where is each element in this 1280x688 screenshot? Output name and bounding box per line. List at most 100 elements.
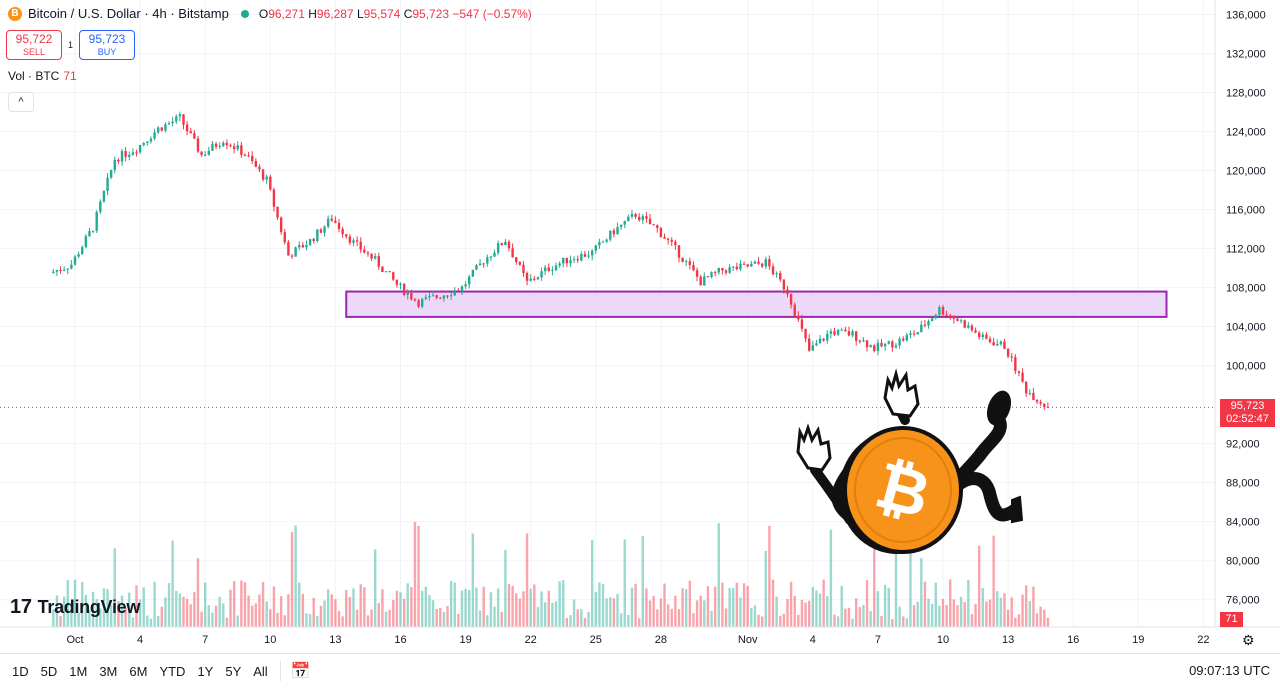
symbol-title[interactable]: Bitcoin / U.S. Dollar · 4h · Bitstamp xyxy=(28,6,229,21)
volume-bar xyxy=(88,610,91,627)
volume-bar xyxy=(688,580,692,627)
candle-body xyxy=(330,218,333,221)
candle-body xyxy=(345,234,348,237)
candle-body xyxy=(439,297,442,299)
volume-bar xyxy=(377,603,380,627)
volume-legend[interactable]: Vol · BTC 71 xyxy=(8,69,77,83)
candle-body xyxy=(185,124,189,132)
volume-bar xyxy=(334,599,337,627)
volume-bar xyxy=(1003,593,1006,627)
candle-body xyxy=(771,266,775,275)
candle-body xyxy=(757,261,760,264)
tradingview-logo[interactable]: 17 TradingView xyxy=(10,596,140,619)
candle-body xyxy=(279,217,283,233)
candle-body xyxy=(421,298,424,307)
utc-clock[interactable]: 09:07:13 UTC xyxy=(1189,663,1270,678)
candle-body xyxy=(648,218,652,225)
candle-body xyxy=(670,239,673,242)
candle-body xyxy=(507,241,511,249)
candle-body xyxy=(840,329,843,331)
candle-body xyxy=(402,283,406,295)
volume-bar xyxy=(710,610,713,627)
volume-bar xyxy=(768,525,771,627)
price-tick-label: 100,000 xyxy=(1226,361,1266,373)
volume-bar xyxy=(442,611,446,627)
range-ytd[interactable]: YTD xyxy=(159,663,186,679)
range-1m[interactable]: 1M xyxy=(69,663,88,679)
volume-bar xyxy=(207,605,211,627)
candle-body xyxy=(515,257,518,263)
range-5y[interactable]: 5Y xyxy=(225,663,242,679)
candle-body xyxy=(478,263,482,266)
candle-body xyxy=(543,267,547,272)
volume-bar xyxy=(102,588,106,627)
time-axis[interactable]: Oct 4 7 10 13 16 19 22 25 28 Nov 4 7 10 13 16 19 22 xyxy=(0,626,1280,646)
volume-bar xyxy=(298,582,301,627)
volume-bar xyxy=(153,581,156,627)
candle-body xyxy=(695,270,699,277)
range-1y[interactable]: 1Y xyxy=(197,663,214,679)
toolbar-divider xyxy=(279,661,281,681)
range-1d[interactable]: 1D xyxy=(12,663,29,679)
candle-body xyxy=(956,318,959,321)
candle-body xyxy=(612,230,616,235)
candle-body xyxy=(417,300,420,307)
range-3m[interactable]: 3M xyxy=(99,663,118,679)
candle-body xyxy=(341,228,344,235)
candle-body xyxy=(468,276,471,285)
buy-button[interactable]: 95,723 BUY xyxy=(79,30,136,60)
candle-body xyxy=(175,116,178,122)
bottom-toolbar: 1D 5D 1M 3M 6M YTD 1Y 5Y All 📅 xyxy=(0,653,1280,688)
volume-bar xyxy=(851,618,854,627)
symbol-legend[interactable]: B Bitcoin / U.S. Dollar · 4h · Bitstamp … xyxy=(8,6,532,21)
volume-bar xyxy=(692,613,695,627)
volume-bar xyxy=(243,582,247,627)
volume-bar xyxy=(590,539,594,627)
volume-bar xyxy=(883,584,887,627)
volume-bar xyxy=(131,617,135,627)
candle-body xyxy=(764,259,767,267)
candle-body xyxy=(916,332,919,335)
price-tick-label: 112,000 xyxy=(1226,244,1265,256)
volume-bar xyxy=(612,598,616,627)
candle-body xyxy=(996,344,999,346)
volume-bar xyxy=(312,597,315,627)
candle-body xyxy=(243,154,247,156)
range-5d[interactable]: 5D xyxy=(40,663,58,679)
collapse-icon[interactable]: ^ xyxy=(8,92,34,112)
volume-bar xyxy=(175,590,178,627)
candle-body xyxy=(66,268,69,270)
candle-body xyxy=(164,124,167,131)
volume-bar xyxy=(703,600,706,627)
volume-bar xyxy=(706,586,710,627)
range-6m[interactable]: 6M xyxy=(129,663,148,679)
volume-bar xyxy=(739,597,742,627)
volume-bar xyxy=(728,588,731,627)
sell-button[interactable]: 95,722 SELL xyxy=(6,30,62,60)
candle-body xyxy=(645,216,648,219)
price-axis[interactable]: 136,000 132,000 128,000 124,000 120,000 116,0… xyxy=(1214,0,1266,627)
support-resistance-zone[interactable] xyxy=(345,290,1168,318)
candle-body xyxy=(178,114,182,117)
settings-icon[interactable]: ⚙ xyxy=(1242,632,1255,648)
volume-bar xyxy=(583,617,587,627)
volume-bar xyxy=(974,603,977,627)
volume-bar xyxy=(847,607,851,627)
candle-body xyxy=(146,141,149,143)
candle-body xyxy=(865,340,869,348)
volume-bar xyxy=(789,581,793,627)
volume-bar xyxy=(721,582,724,627)
candle-body xyxy=(587,255,590,257)
candle-body xyxy=(717,267,720,273)
candle-body xyxy=(109,169,113,178)
volume-bar xyxy=(518,598,522,627)
candle-body xyxy=(211,143,214,151)
candle-body xyxy=(348,236,352,243)
time-tick-label: 22 xyxy=(1197,634,1209,646)
volume-bar xyxy=(826,596,829,627)
volume-bar xyxy=(381,589,384,627)
calendar-range-icon[interactable]: 📅 xyxy=(290,663,311,680)
zone-rectangle[interactable] xyxy=(345,290,1168,318)
range-all[interactable]: All xyxy=(253,663,268,679)
